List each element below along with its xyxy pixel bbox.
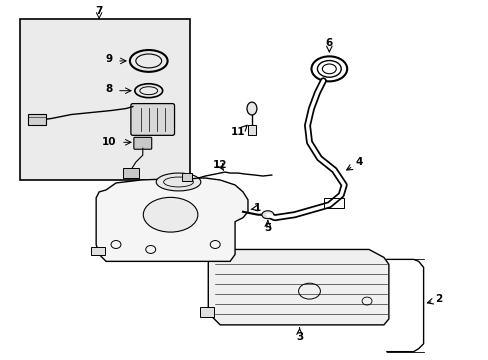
- Text: 9: 9: [105, 54, 112, 64]
- Bar: [247, 125, 255, 135]
- Text: 11: 11: [230, 127, 245, 138]
- Bar: [20, 19, 190, 180]
- Text: 8: 8: [105, 84, 112, 94]
- Bar: [182, 173, 192, 181]
- Bar: [324, 198, 344, 208]
- Ellipse shape: [143, 197, 198, 232]
- Bar: [28, 113, 45, 125]
- Text: 2: 2: [434, 294, 441, 304]
- Ellipse shape: [246, 102, 256, 115]
- Text: 7: 7: [95, 6, 102, 16]
- Bar: [91, 247, 105, 255]
- Text: 5: 5: [264, 222, 271, 233]
- Text: 10: 10: [102, 137, 116, 147]
- Polygon shape: [208, 249, 388, 325]
- Ellipse shape: [262, 211, 273, 219]
- Text: 1: 1: [254, 203, 261, 213]
- Text: 3: 3: [295, 332, 303, 342]
- FancyBboxPatch shape: [134, 137, 151, 149]
- Text: 6: 6: [325, 38, 332, 48]
- Bar: [122, 168, 139, 178]
- Text: 4: 4: [355, 157, 362, 167]
- Polygon shape: [96, 178, 247, 261]
- Ellipse shape: [156, 173, 201, 191]
- Text: 12: 12: [212, 160, 227, 170]
- Bar: [200, 307, 214, 317]
- FancyBboxPatch shape: [131, 104, 174, 135]
